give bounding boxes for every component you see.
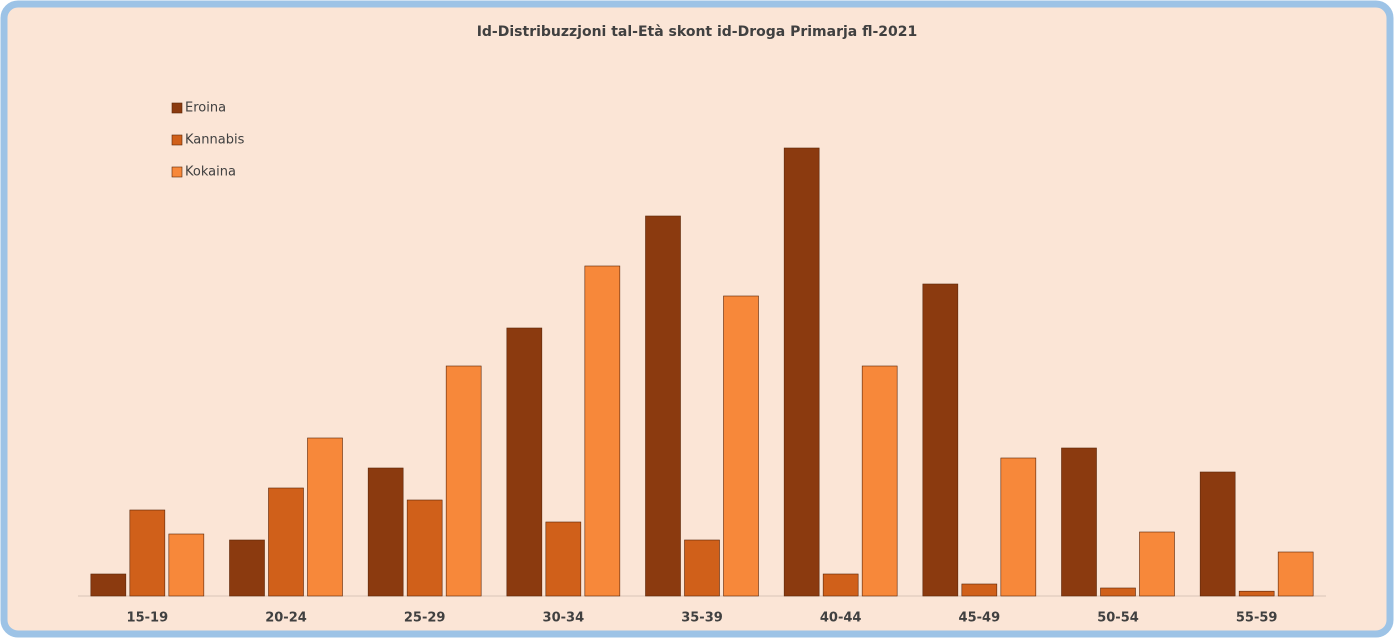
bar — [822, 573, 859, 597]
bar — [367, 467, 404, 597]
bar — [861, 365, 898, 597]
bar — [268, 487, 304, 597]
bar — [783, 147, 820, 597]
bar — [1100, 587, 1136, 597]
bar — [645, 215, 681, 597]
bar — [922, 283, 959, 597]
bar — [1139, 531, 1175, 597]
bar — [545, 521, 582, 597]
bar — [1277, 551, 1314, 597]
legend-label: Eroina — [185, 101, 226, 116]
bar — [1238, 590, 1275, 597]
bar — [506, 327, 543, 597]
x-tick-label: 20-24 — [265, 611, 307, 626]
bar — [406, 499, 443, 597]
bar — [168, 533, 205, 597]
bar — [307, 437, 343, 597]
x-tick-label: 35-39 — [681, 611, 723, 626]
bar — [1199, 471, 1236, 597]
bar — [445, 365, 482, 597]
legend-swatch — [171, 102, 183, 114]
x-tick-label: 45-49 — [959, 611, 1001, 626]
x-tick-label: 15-19 — [127, 611, 169, 626]
x-tick-label: 25-29 — [404, 611, 446, 626]
legend-swatch — [171, 134, 183, 146]
x-tick-label: 55-59 — [1236, 611, 1278, 626]
x-tick-label: 30-34 — [543, 611, 585, 626]
bar — [129, 509, 166, 597]
bar — [584, 265, 621, 597]
bar — [229, 539, 265, 597]
x-tick-label: 50-54 — [1097, 611, 1139, 626]
chart-title: Id-Distribuzzjoni tal-Età skont id-Droga… — [477, 24, 918, 40]
bar — [1000, 457, 1037, 597]
legend-label: Kokaina — [185, 165, 236, 180]
bar — [1061, 447, 1097, 597]
bar — [684, 539, 720, 597]
bar — [90, 573, 127, 597]
legend-label: Kannabis — [185, 133, 245, 148]
x-tick-label: 40-44 — [820, 611, 862, 626]
bar — [723, 295, 759, 597]
bar — [961, 583, 998, 597]
legend-swatch — [171, 166, 183, 178]
